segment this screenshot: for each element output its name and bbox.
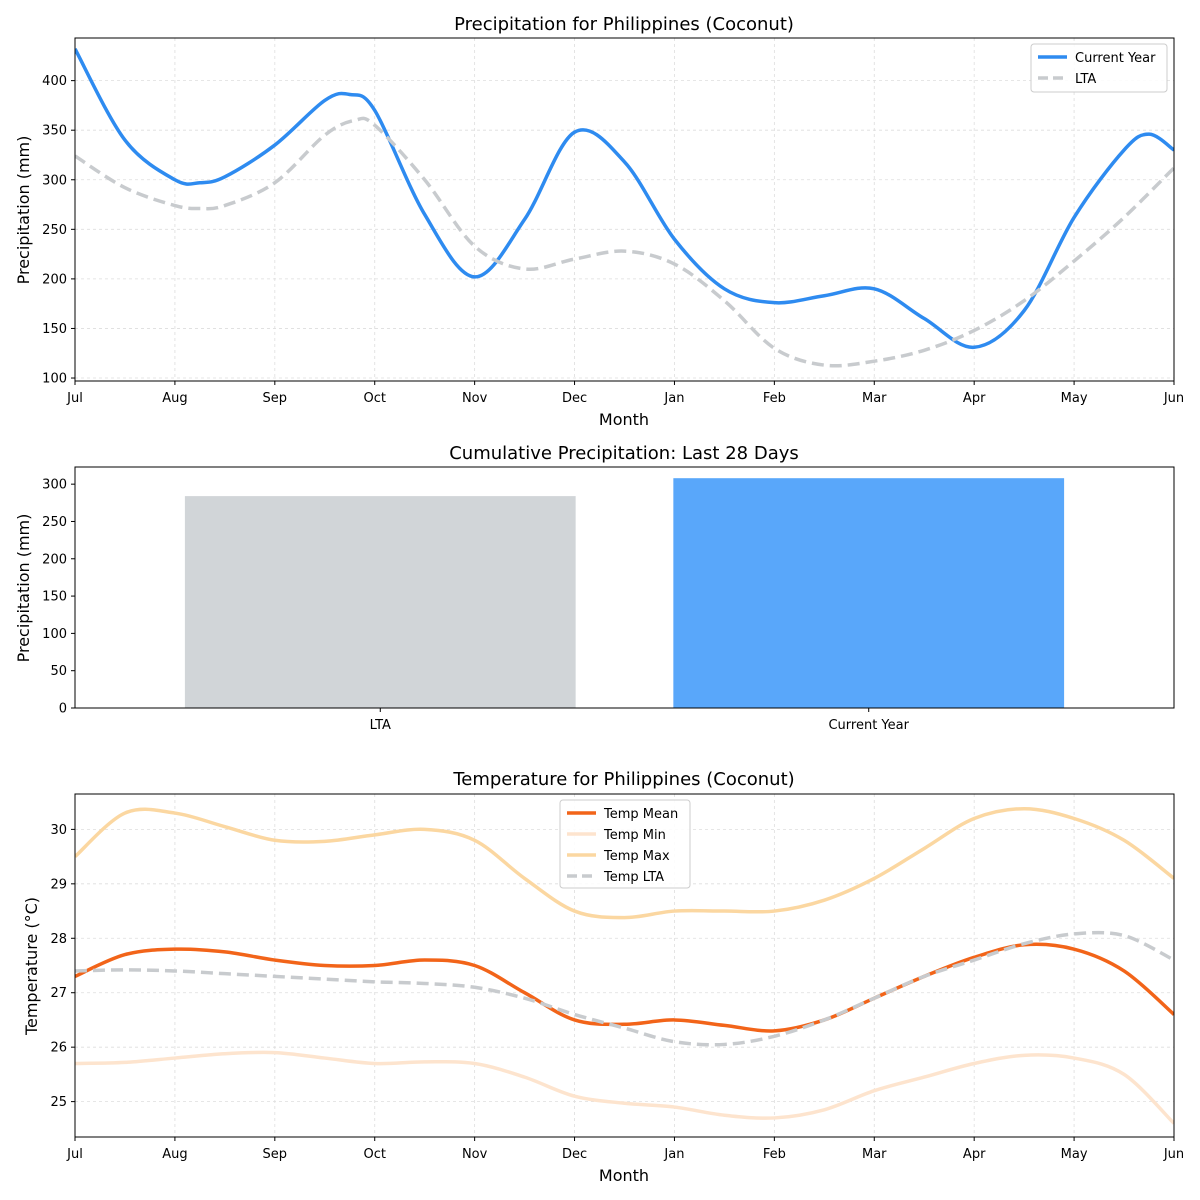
x-tick-label: Dec bbox=[562, 1147, 587, 1162]
y-tick-label: 28 bbox=[50, 932, 67, 947]
x-tick-label: Nov bbox=[462, 391, 488, 406]
series-line-current-year bbox=[75, 48, 1174, 350]
temperature-line-chart: Temperature for Philippines (Coconut) Ju… bbox=[22, 769, 1184, 1185]
x-axis-label: Month bbox=[599, 410, 649, 429]
x-tick-label: Mar bbox=[862, 1147, 887, 1162]
x-ticks: Jul Aug Sep Oct Nov Dec Jan Feb Mar Apr May Jun bbox=[66, 1137, 1184, 1162]
precipitation-line-chart: Precipitation for Philippines (Coconut) … bbox=[14, 14, 1184, 429]
series-line-temp-mean bbox=[75, 942, 1174, 1033]
plot-frame bbox=[74, 37, 1175, 382]
x-tick-label: Jul bbox=[66, 391, 83, 406]
x-tick-label: Jul bbox=[66, 1147, 83, 1162]
x-tick-label: Apr bbox=[963, 391, 986, 406]
x-tick-label: Oct bbox=[363, 1147, 385, 1162]
y-tick-label: 400 bbox=[42, 74, 67, 89]
x-tick-label: May bbox=[1061, 1147, 1088, 1162]
y-tick-label: 29 bbox=[50, 877, 67, 892]
x-tick-label: LTA bbox=[370, 718, 391, 733]
legend: Temp Mean Temp Min Temp Max Temp LTA bbox=[559, 799, 691, 889]
y-ticks: 25 26 27 28 29 30 bbox=[50, 823, 75, 1110]
x-tick-label: Mar bbox=[862, 391, 887, 406]
x-tick-label: Feb bbox=[763, 1147, 786, 1162]
y-tick-label: 300 bbox=[42, 478, 67, 493]
y-tick-label: 100 bbox=[42, 372, 67, 387]
y-ticks: 0 50 100 150 200 250 300 bbox=[42, 478, 75, 717]
chart-title: Cumulative Precipitation: Last 28 Days bbox=[449, 443, 799, 464]
y-axis-label: Precipitation (mm) bbox=[14, 514, 33, 663]
plot-frame bbox=[74, 793, 1175, 1138]
legend-label-temp-lta: Temp LTA bbox=[603, 870, 664, 885]
cumulative-bar-chart: Cumulative Precipitation: Last 28 Days L… bbox=[14, 443, 1175, 733]
y-tick-label: 27 bbox=[50, 986, 67, 1001]
legend-label-temp-mean: Temp Mean bbox=[603, 807, 678, 822]
x-tick-label: May bbox=[1061, 391, 1088, 406]
x-tick-label: Jan bbox=[663, 391, 684, 406]
y-tick-label: 200 bbox=[42, 272, 67, 287]
y-tick-label: 30 bbox=[50, 823, 67, 838]
y-tick-label: 26 bbox=[50, 1041, 67, 1056]
y-axis-label: Temperature (°C) bbox=[22, 897, 41, 1036]
x-tick-label: Aug bbox=[162, 1147, 187, 1162]
y-tick-label: 250 bbox=[42, 515, 67, 530]
x-tick-label: Nov bbox=[462, 1147, 488, 1162]
y-ticks: 100 150 200 250 300 350 400 bbox=[42, 74, 75, 387]
legend-label-temp-max: Temp Max bbox=[603, 849, 670, 864]
legend-label-temp-min: Temp Min bbox=[603, 828, 666, 843]
x-tick-label: Jan bbox=[663, 1147, 684, 1162]
x-tick-label: Sep bbox=[263, 1147, 288, 1162]
x-tick-label: Jun bbox=[1163, 1147, 1184, 1162]
y-tick-label: 300 bbox=[42, 173, 67, 188]
chart-title: Temperature for Philippines (Coconut) bbox=[452, 769, 794, 790]
y-axis-label: Precipitation (mm) bbox=[14, 136, 33, 285]
y-tick-label: 50 bbox=[50, 664, 67, 679]
legend-label-lta: LTA bbox=[1075, 72, 1096, 87]
y-tick-label: 350 bbox=[42, 124, 67, 139]
x-tick-label: Aug bbox=[162, 391, 187, 406]
chart-title: Precipitation for Philippines (Coconut) bbox=[454, 14, 794, 35]
series-line-temp-max bbox=[75, 806, 1174, 920]
y-tick-label: 25 bbox=[50, 1095, 67, 1110]
y-tick-label: 200 bbox=[42, 552, 67, 567]
x-tick-label: Jun bbox=[1163, 391, 1184, 406]
series-layer bbox=[75, 806, 1174, 1125]
series-layer bbox=[75, 48, 1174, 368]
x-tick-label: Sep bbox=[263, 391, 288, 406]
plot-frame bbox=[74, 466, 1175, 709]
x-tick-label: Feb bbox=[763, 391, 786, 406]
x-tick-label: Apr bbox=[963, 1147, 986, 1162]
x-ticks: LTA Current Year bbox=[370, 708, 910, 733]
series-line-lta bbox=[75, 116, 1174, 368]
y-tick-label: 0 bbox=[59, 702, 67, 717]
y-tick-label: 150 bbox=[42, 590, 67, 605]
x-tick-label: Dec bbox=[562, 391, 587, 406]
legend-box bbox=[559, 799, 691, 889]
bar-current-year bbox=[673, 478, 1065, 708]
x-tick-label: Current Year bbox=[828, 718, 909, 733]
x-tick-label: Oct bbox=[363, 391, 385, 406]
x-axis-label: Month bbox=[599, 1166, 649, 1185]
legend: Current Year LTA bbox=[1030, 43, 1168, 93]
bars bbox=[184, 478, 1065, 708]
series-line-temp-lta bbox=[75, 930, 1174, 1047]
legend-label-current-year: Current Year bbox=[1075, 51, 1156, 66]
y-tick-label: 150 bbox=[42, 322, 67, 337]
x-ticks: Jul Aug Sep Oct Nov Dec Jan Feb Mar Apr May Jun bbox=[66, 381, 1184, 406]
y-tick-label: 250 bbox=[42, 223, 67, 238]
bar-lta bbox=[184, 496, 576, 708]
series-line-temp-min bbox=[75, 1050, 1174, 1125]
y-tick-label: 100 bbox=[42, 627, 67, 642]
